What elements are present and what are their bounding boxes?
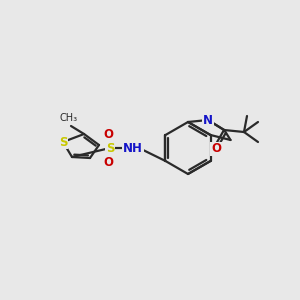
Text: N: N (203, 113, 213, 127)
Text: O: O (103, 128, 113, 140)
Text: NH: NH (123, 142, 143, 154)
Text: O: O (103, 155, 113, 169)
Text: S: S (59, 136, 67, 148)
Text: O: O (211, 142, 221, 155)
Text: S: S (106, 142, 114, 154)
Text: CH₃: CH₃ (60, 113, 78, 123)
